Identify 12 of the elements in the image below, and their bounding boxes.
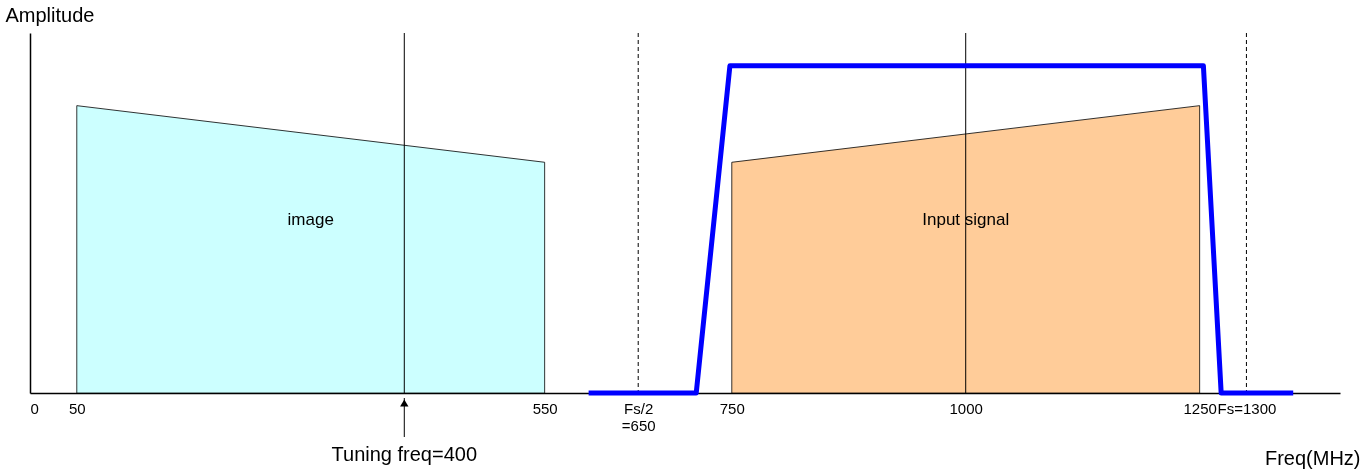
- x-tick-label: 0: [30, 399, 39, 417]
- x-tick-label: 50: [68, 399, 86, 417]
- ref-line-label: Tuning freq=400: [331, 443, 478, 465]
- x-tick-label: Fs=1300: [1217, 399, 1277, 417]
- y-axis-title: Amplitude: [5, 3, 95, 26]
- x-tick-label: Fs/2 =650: [621, 399, 656, 434]
- x-tick-label: 550: [532, 399, 558, 417]
- x-tick-label: 750: [719, 399, 745, 417]
- x-tick-label: 1000: [949, 399, 983, 417]
- series-label: image: [287, 210, 334, 230]
- x-tick-label: 1250: [1183, 399, 1217, 417]
- x-axis-title: Freq(MHz): [1264, 446, 1361, 469]
